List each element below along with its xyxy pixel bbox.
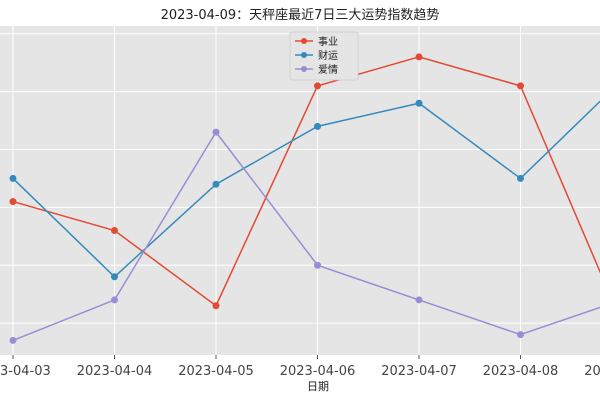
x-tick-label: 2023-04-09 <box>584 364 600 379</box>
x-tick-label: 2023-04-04 <box>77 364 153 379</box>
legend-swatch-marker <box>301 52 307 58</box>
data-point <box>212 128 220 136</box>
x-axis-label: 日期 <box>307 380 329 393</box>
x-tick-label: 2023-04-08 <box>483 364 559 379</box>
data-point <box>314 261 321 269</box>
data-point <box>111 296 118 304</box>
legend-swatch-marker <box>301 66 307 72</box>
x-tick-label: 2023-04-05 <box>178 364 254 379</box>
legend-swatch-marker <box>301 38 307 44</box>
data-point <box>212 180 220 188</box>
data-point <box>415 296 423 304</box>
data-point <box>415 99 423 107</box>
data-point <box>9 336 17 344</box>
data-point <box>9 174 17 182</box>
data-point <box>111 273 118 281</box>
data-point <box>314 82 321 90</box>
data-point <box>111 227 118 234</box>
legend-label: 财运 <box>318 49 338 62</box>
data-point <box>415 53 423 61</box>
data-point <box>517 82 524 90</box>
data-point <box>314 122 321 130</box>
data-point <box>517 174 524 182</box>
x-tick-label: 2023-04-06 <box>280 364 356 379</box>
legend-label: 爱情 <box>318 63 338 76</box>
data-point <box>212 302 220 310</box>
chart-title: 2023-04-09：天秤座最近7日三大运势指数趋势 <box>160 8 440 23</box>
legend-label: 事业 <box>318 35 338 48</box>
legend-box <box>289 31 359 81</box>
data-point <box>517 331 524 339</box>
plot-area <box>0 26 600 355</box>
data-point <box>9 198 17 206</box>
x-tick-label: 2023-04-03 <box>0 364 51 379</box>
x-tick-label: 2023-04-07 <box>381 364 457 379</box>
